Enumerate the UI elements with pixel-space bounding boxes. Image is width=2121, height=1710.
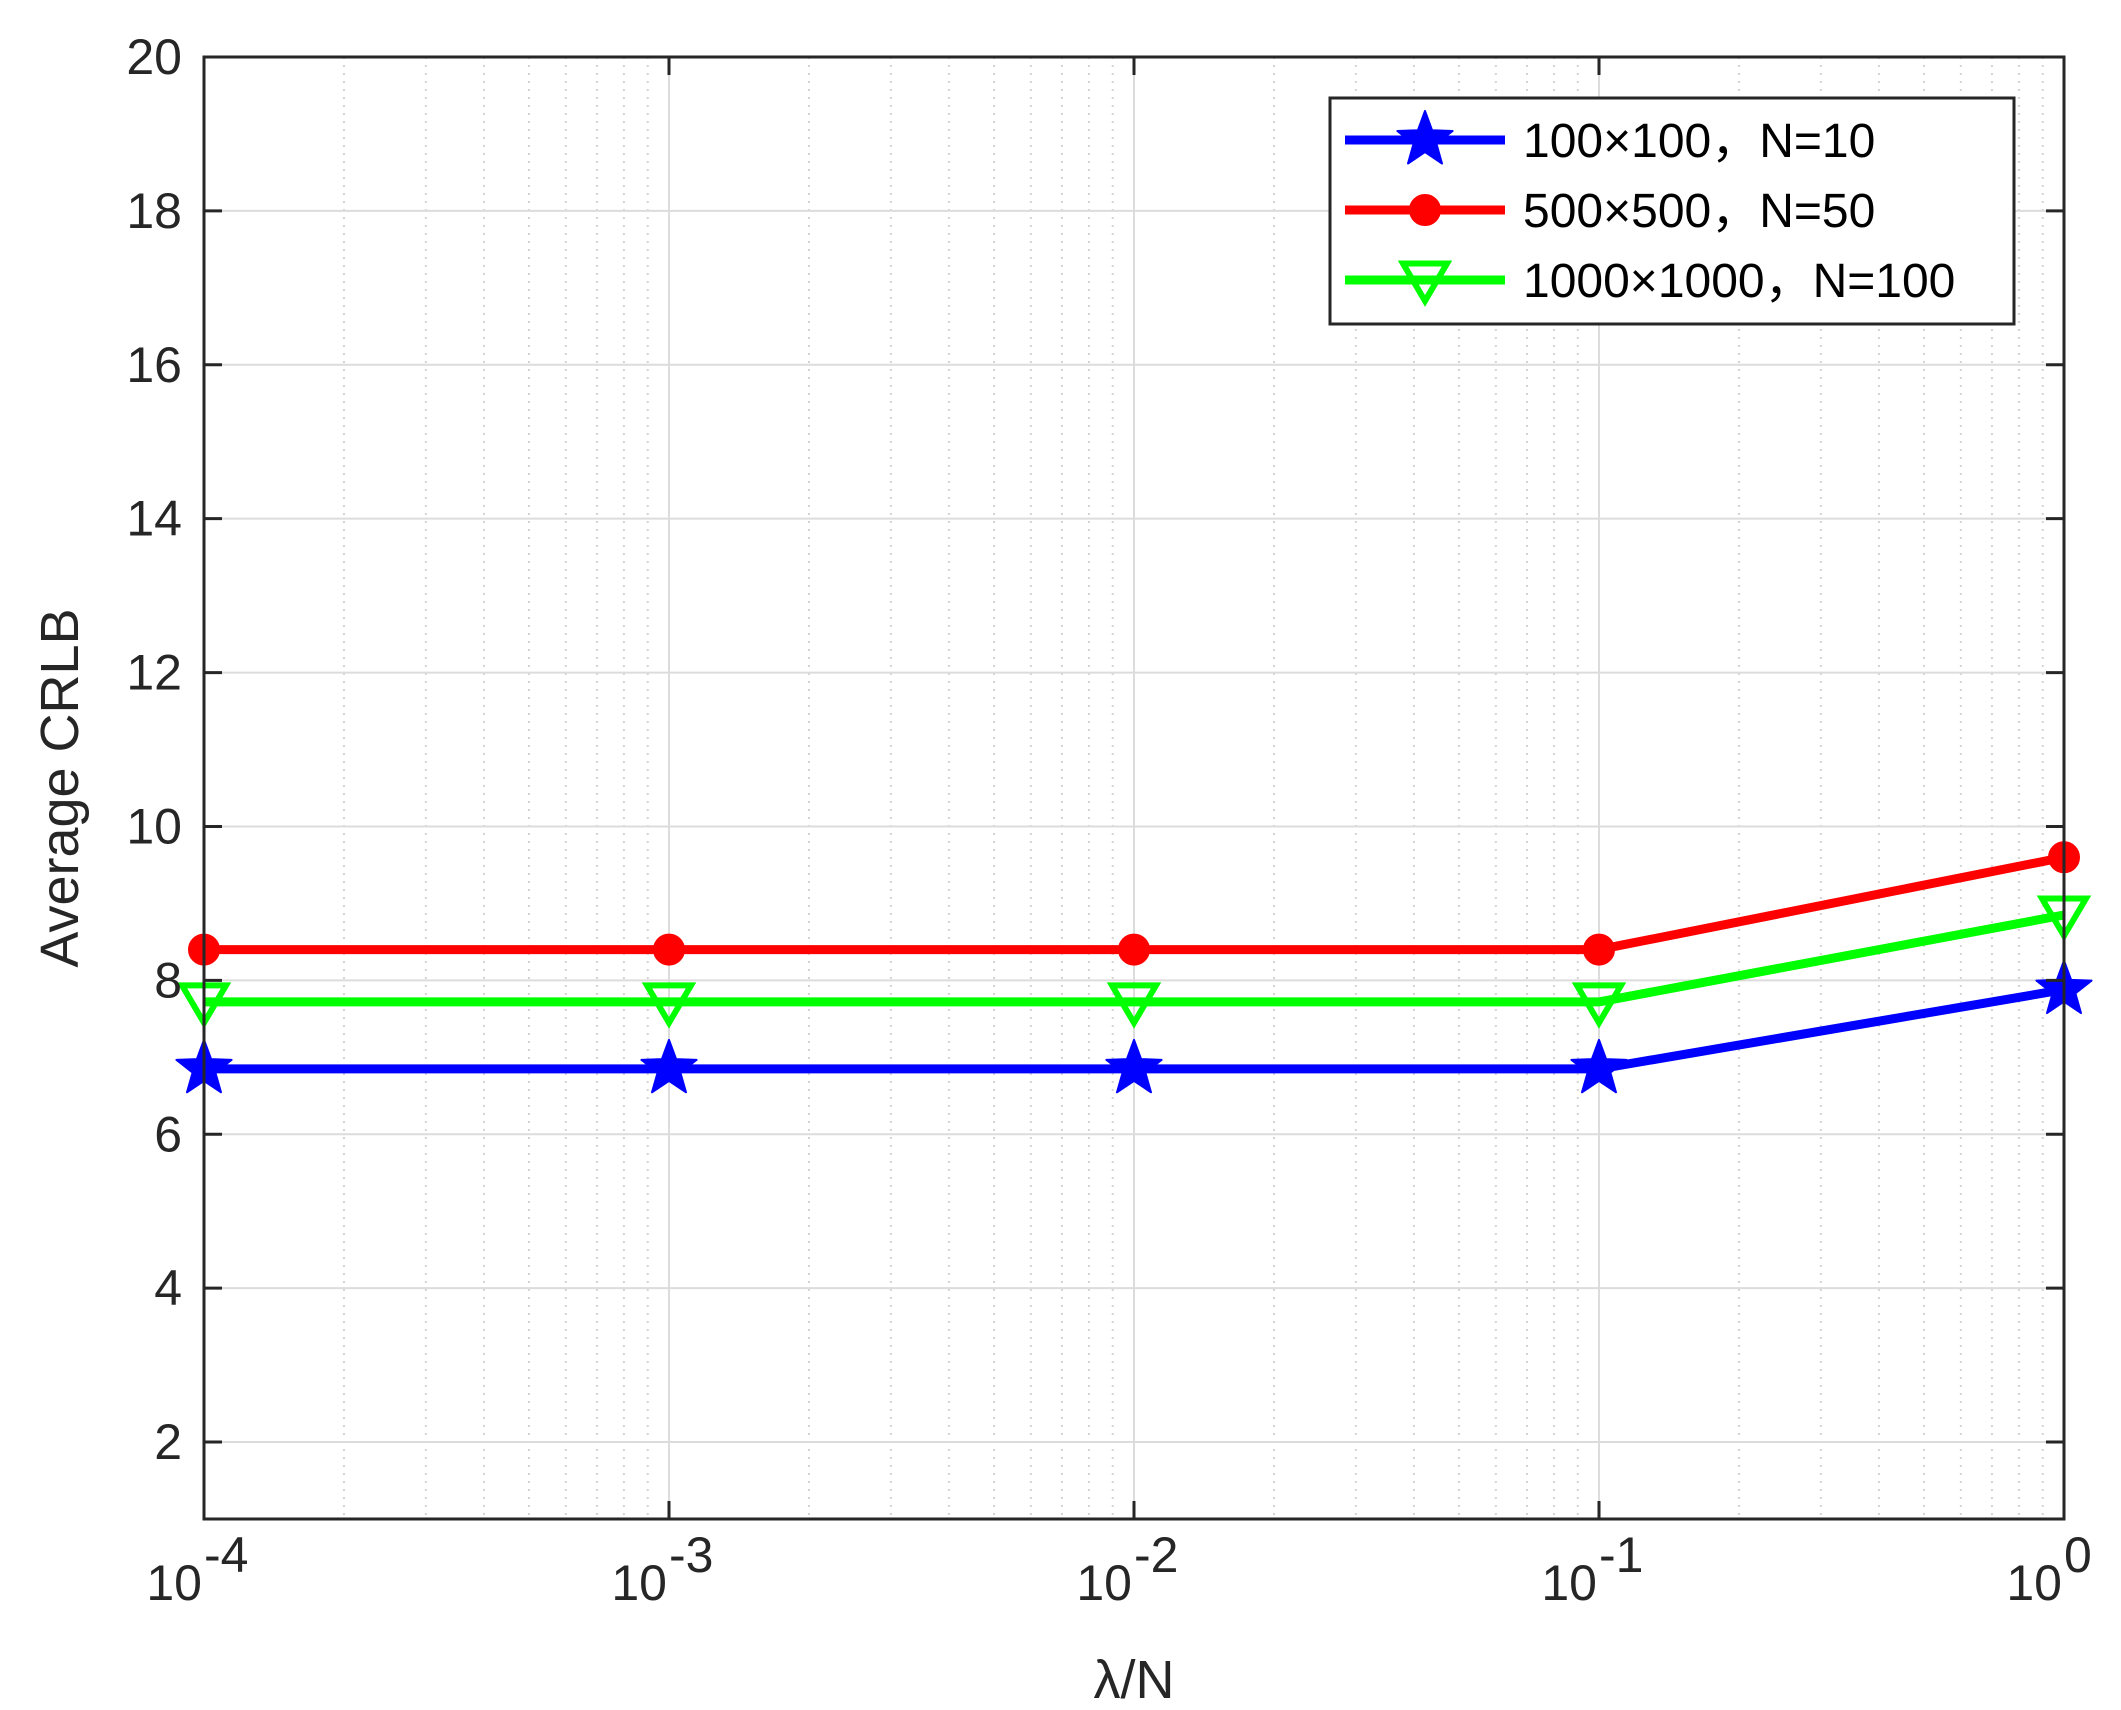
x-axis-label: λ/N xyxy=(1094,1650,1175,1710)
y-tick-label: 2 xyxy=(154,1414,182,1470)
y-tick-label: 10 xyxy=(126,798,182,854)
x-tick-label: 10 -1 xyxy=(1541,1527,1643,1611)
series-1-point xyxy=(640,1038,698,1094)
series-3-point xyxy=(1571,982,1627,1029)
x-tick-label-base: 10 xyxy=(2006,1555,2062,1611)
x-tick-label-exponent: -4 xyxy=(204,1527,248,1583)
y-tick-label: 20 xyxy=(126,29,182,85)
series-3-point xyxy=(1106,982,1162,1029)
x-tick-label-exponent: -1 xyxy=(1599,1527,1643,1583)
series-2-point xyxy=(1118,933,1150,966)
legend-marker-2 xyxy=(1409,194,1441,226)
series-2-point xyxy=(1583,933,1615,966)
y-tick-label: 12 xyxy=(126,645,182,701)
y-tick-label: 18 xyxy=(126,183,182,239)
x-tick-label-exponent: -2 xyxy=(1134,1527,1178,1583)
legend-marker-1 xyxy=(1396,110,1454,165)
legend-label-3: 1000×1000，N=100 xyxy=(1523,255,1955,308)
x-tick-label: 10 -4 xyxy=(146,1527,248,1611)
x-tick-label: 10 -2 xyxy=(1076,1527,1178,1611)
legend: 100×100，N=10 500×500，N=50 1000×1000，N=100 xyxy=(1328,96,2016,326)
legend-label-1: 100×100，N=10 xyxy=(1523,115,1875,168)
series-layer xyxy=(175,841,2093,1094)
x-tick-label-exponent: -3 xyxy=(669,1527,713,1583)
y-axis-label: Average CRLB xyxy=(30,608,90,967)
series-2-point xyxy=(653,933,685,966)
x-tick-label-base: 10 xyxy=(611,1555,667,1611)
x-tick-label-exponent: 0 xyxy=(2064,1527,2092,1583)
x-tick-label: 10 0 xyxy=(2006,1527,2091,1611)
series-1-point xyxy=(1105,1038,1163,1094)
y-tick-label: 6 xyxy=(154,1106,182,1162)
legend-marker-3 xyxy=(1397,260,1453,307)
legend-label-2: 500×500，N=50 xyxy=(1523,185,1875,238)
x-tick-label-base: 10 xyxy=(146,1555,202,1611)
x-tick-label: 10 -3 xyxy=(611,1527,713,1611)
x-tick-label-base: 10 xyxy=(1541,1555,1597,1611)
series-3-point xyxy=(641,982,697,1029)
series-1-point xyxy=(1570,1038,1628,1094)
y-tick-label: 4 xyxy=(154,1260,182,1316)
y-tick-label: 16 xyxy=(126,337,182,393)
y-tick-label: 14 xyxy=(126,491,182,547)
series-line-3 xyxy=(204,910,2065,1007)
y-tick-label: 8 xyxy=(154,952,182,1008)
x-tick-label-base: 10 xyxy=(1076,1555,1132,1611)
